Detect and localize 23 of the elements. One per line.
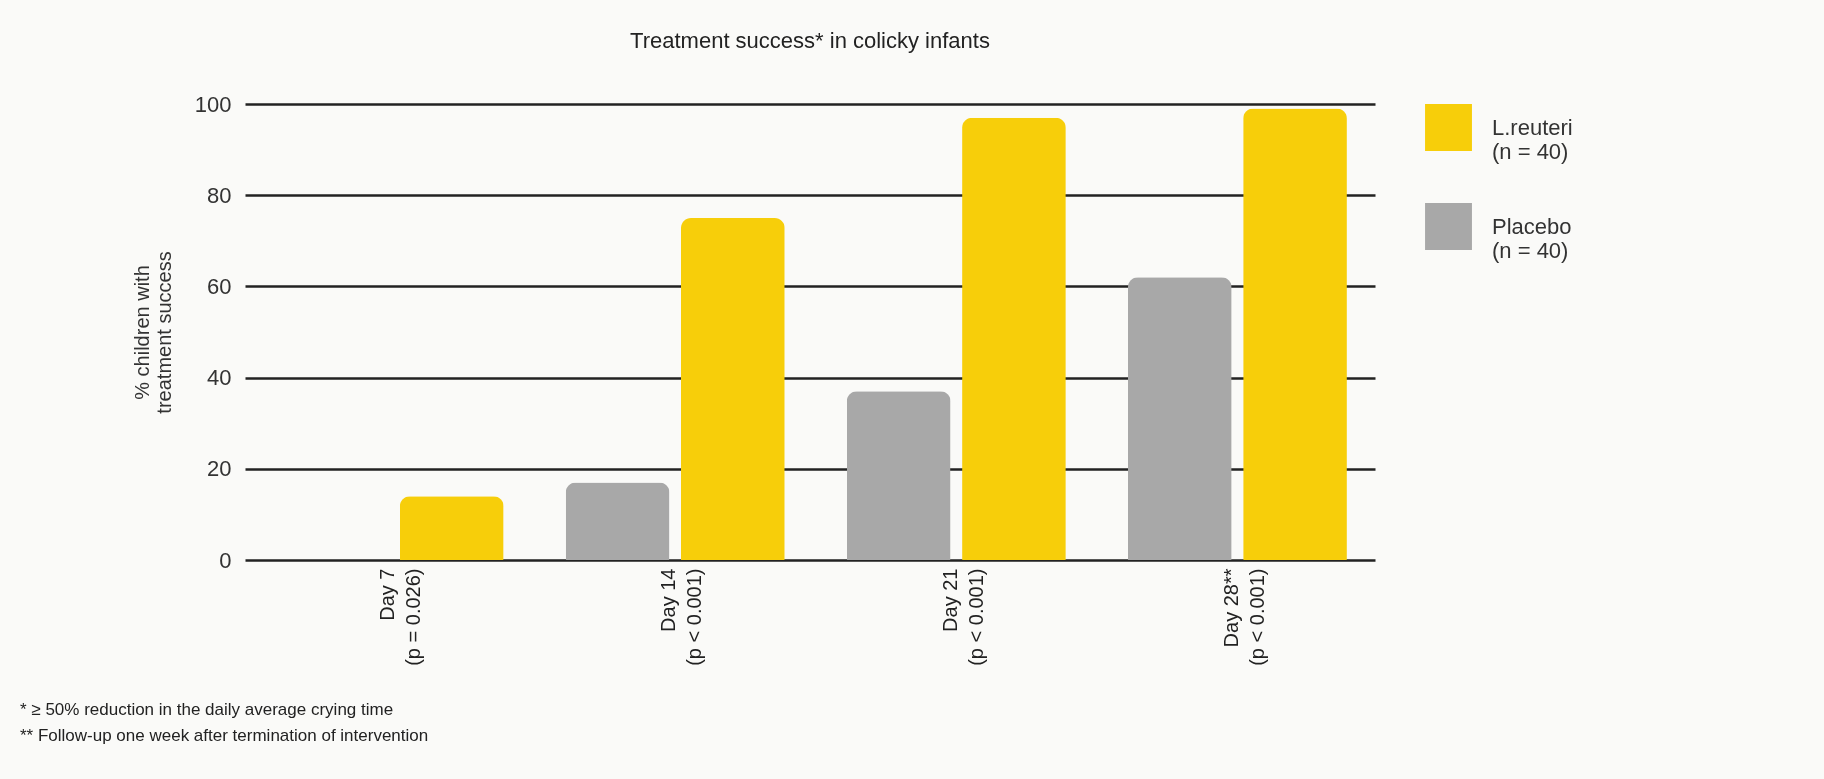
bar (962, 117, 1066, 560)
legend-label: Placebo (n = 40) (1492, 213, 1572, 263)
y-tick-label: 0 (219, 547, 232, 573)
x-tick-label: Day 28** (p < 0.001) (1219, 568, 1268, 666)
y-tick-label: 40 (207, 365, 232, 391)
x-tick-label: Day 7 (p = 0.026) (376, 568, 425, 666)
y-tick-label: 60 (207, 273, 232, 299)
legend-label: L.reuteri (n = 40) (1492, 114, 1573, 164)
y-tick-label: 20 (207, 456, 232, 482)
bar (1243, 108, 1347, 560)
x-tick-label: Day 14 (p < 0.001) (657, 568, 706, 666)
bar (399, 496, 504, 560)
bar (565, 482, 670, 560)
text: * ≥ 50% reduction in the daily average crying time (20, 700, 394, 719)
y-tick-label: 80 (207, 182, 232, 208)
bar (1127, 277, 1232, 560)
bar (680, 218, 785, 560)
y-tick-label: 100 (194, 91, 232, 117)
y-axis-title: % children with treatment success (130, 251, 175, 414)
text: ** Follow-up one week after termination of intervention (20, 726, 429, 745)
x-tick-label: Day 21 (p < 0.001) (938, 568, 987, 666)
bar (846, 391, 951, 560)
chart-title: Treatment success* in colicky infants (630, 28, 990, 53)
